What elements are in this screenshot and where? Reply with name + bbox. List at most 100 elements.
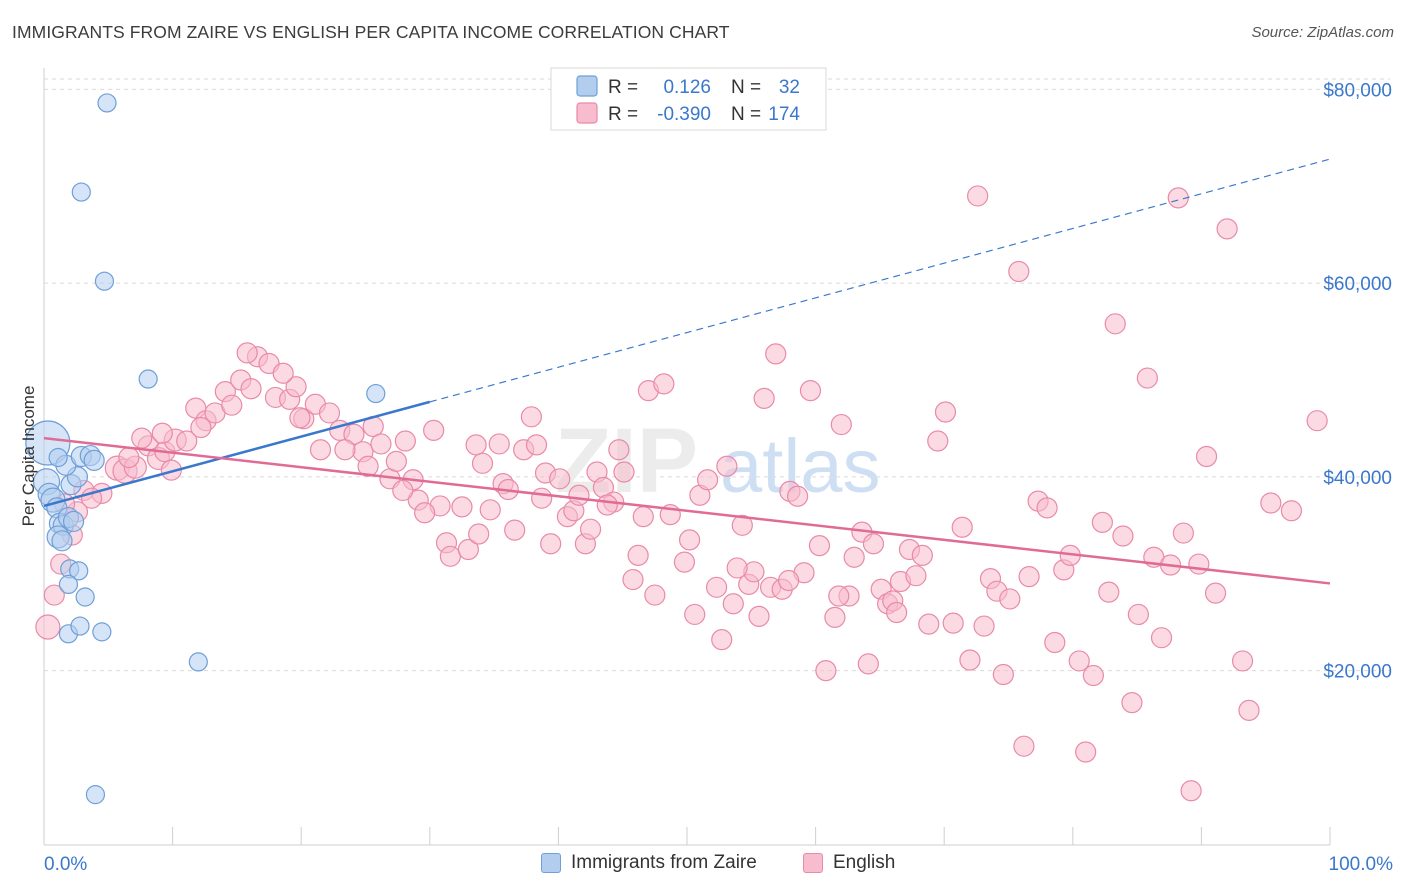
english-point-88 xyxy=(753,387,775,410)
english-point-71 xyxy=(627,544,649,566)
english-point-113 xyxy=(927,430,949,452)
zaire-point-29 xyxy=(188,652,208,672)
english-point-132 xyxy=(1068,650,1090,672)
english-point-119 xyxy=(973,615,995,637)
legend-n-label-1: N = xyxy=(731,77,761,98)
english-point-139 xyxy=(1121,691,1143,714)
english-point-97 xyxy=(815,660,837,682)
english-point-178 xyxy=(828,585,850,607)
english-point-137 xyxy=(1104,313,1126,335)
english-point-79 xyxy=(696,469,719,491)
legend-label-english: English xyxy=(833,852,896,873)
zaire-point-24 xyxy=(85,785,106,805)
zaire-point-31 xyxy=(48,447,68,468)
trend-lines xyxy=(43,158,1331,585)
english-point-160 xyxy=(131,427,153,449)
english-point-126 xyxy=(1018,566,1040,588)
english-point-168 xyxy=(357,455,379,477)
english-point-128 xyxy=(1036,497,1058,519)
english-point-69 xyxy=(613,461,635,483)
english-point-170 xyxy=(414,502,436,524)
english-point-133 xyxy=(1075,741,1097,763)
english-point-77 xyxy=(684,603,706,626)
legend-item-english: English xyxy=(803,852,895,874)
english-point-1 xyxy=(43,584,65,606)
english-point-162 xyxy=(190,416,212,439)
english-point-76 xyxy=(673,551,696,573)
english-point-174 xyxy=(632,505,654,528)
legend-r-value-1: 0.126 xyxy=(663,77,711,98)
english-point-96 xyxy=(808,535,831,557)
english-point-163 xyxy=(221,394,243,416)
english-point-156 xyxy=(1306,410,1328,432)
english-point-53 xyxy=(504,519,526,541)
zaire-point-8 xyxy=(62,510,85,533)
legend-item-zaire: Immigrants from Zaire xyxy=(541,852,757,874)
english-point-46 xyxy=(457,538,479,561)
english-point-134 xyxy=(1082,664,1104,687)
english-point-122 xyxy=(992,663,1014,686)
zaire-point-10 xyxy=(51,530,73,552)
english-point-64 xyxy=(579,518,602,540)
zaire-point-20 xyxy=(75,587,95,607)
english-point-138 xyxy=(1112,525,1134,547)
english-point-129 xyxy=(1044,631,1066,654)
zaire-point-25 xyxy=(94,271,115,291)
english-point-153 xyxy=(1238,699,1260,721)
english-point-59 xyxy=(549,468,571,490)
english-point-159 xyxy=(118,446,140,469)
english-point-103 xyxy=(857,653,879,675)
english-point-124 xyxy=(1008,260,1030,283)
zaire-point-26 xyxy=(97,93,117,113)
english-point-164 xyxy=(236,342,258,364)
source-label: Source: ZipAtlas.com xyxy=(1251,24,1394,41)
english-point-62 xyxy=(568,484,590,506)
english-point-101 xyxy=(843,546,865,568)
english-point-0 xyxy=(35,614,61,640)
english-point-41 xyxy=(423,419,445,441)
english-point-179 xyxy=(886,601,908,624)
legend-r-label-2: R = xyxy=(608,104,638,125)
english-point-98 xyxy=(824,606,846,628)
english-point-165 xyxy=(272,362,294,384)
english-point-116 xyxy=(951,516,973,538)
english-point-177 xyxy=(777,569,800,592)
english-point-70 xyxy=(622,568,644,591)
english-point-104 xyxy=(862,533,885,555)
english-point-50 xyxy=(488,433,510,455)
english-point-48 xyxy=(471,452,494,474)
english-point-167 xyxy=(334,439,356,461)
legend-swatch-blue xyxy=(576,75,598,97)
english-point-155 xyxy=(1280,500,1303,522)
chart-title: IMMIGRANTS FROM ZAIRE VS ENGLISH PER CAP… xyxy=(12,22,730,42)
zaire-point-16 xyxy=(83,449,105,472)
zaire-point-18 xyxy=(69,561,89,581)
english-point-37 xyxy=(385,450,407,472)
english-point-74 xyxy=(653,373,675,395)
english-point-141 xyxy=(1136,367,1158,389)
english-trend xyxy=(43,436,1331,585)
english-point-93 xyxy=(786,485,809,507)
x-tick-label-min: 0.0% xyxy=(44,854,87,875)
english-point-99 xyxy=(830,413,852,436)
english-point-146 xyxy=(1172,522,1194,544)
english-point-140 xyxy=(1127,603,1149,626)
english-point-152 xyxy=(1231,650,1254,672)
zaire-point-22 xyxy=(70,616,90,636)
y-tick-label-3: $80,000 xyxy=(1323,80,1392,101)
english-point-29 xyxy=(309,439,332,461)
english-point-68 xyxy=(608,439,630,461)
y-tick-label-0: $20,000 xyxy=(1323,662,1392,683)
english-point-117 xyxy=(959,649,981,671)
english-point-125 xyxy=(1013,735,1035,757)
english-point-26 xyxy=(285,376,307,398)
english-point-115 xyxy=(942,612,964,634)
english-point-95 xyxy=(799,380,822,402)
english-point-114 xyxy=(934,401,957,423)
english-point-172 xyxy=(531,487,553,509)
english-point-143 xyxy=(1150,627,1173,649)
zaire-point-28 xyxy=(138,369,158,389)
zaire-point-23 xyxy=(92,622,112,642)
english-point-56 xyxy=(525,434,548,456)
